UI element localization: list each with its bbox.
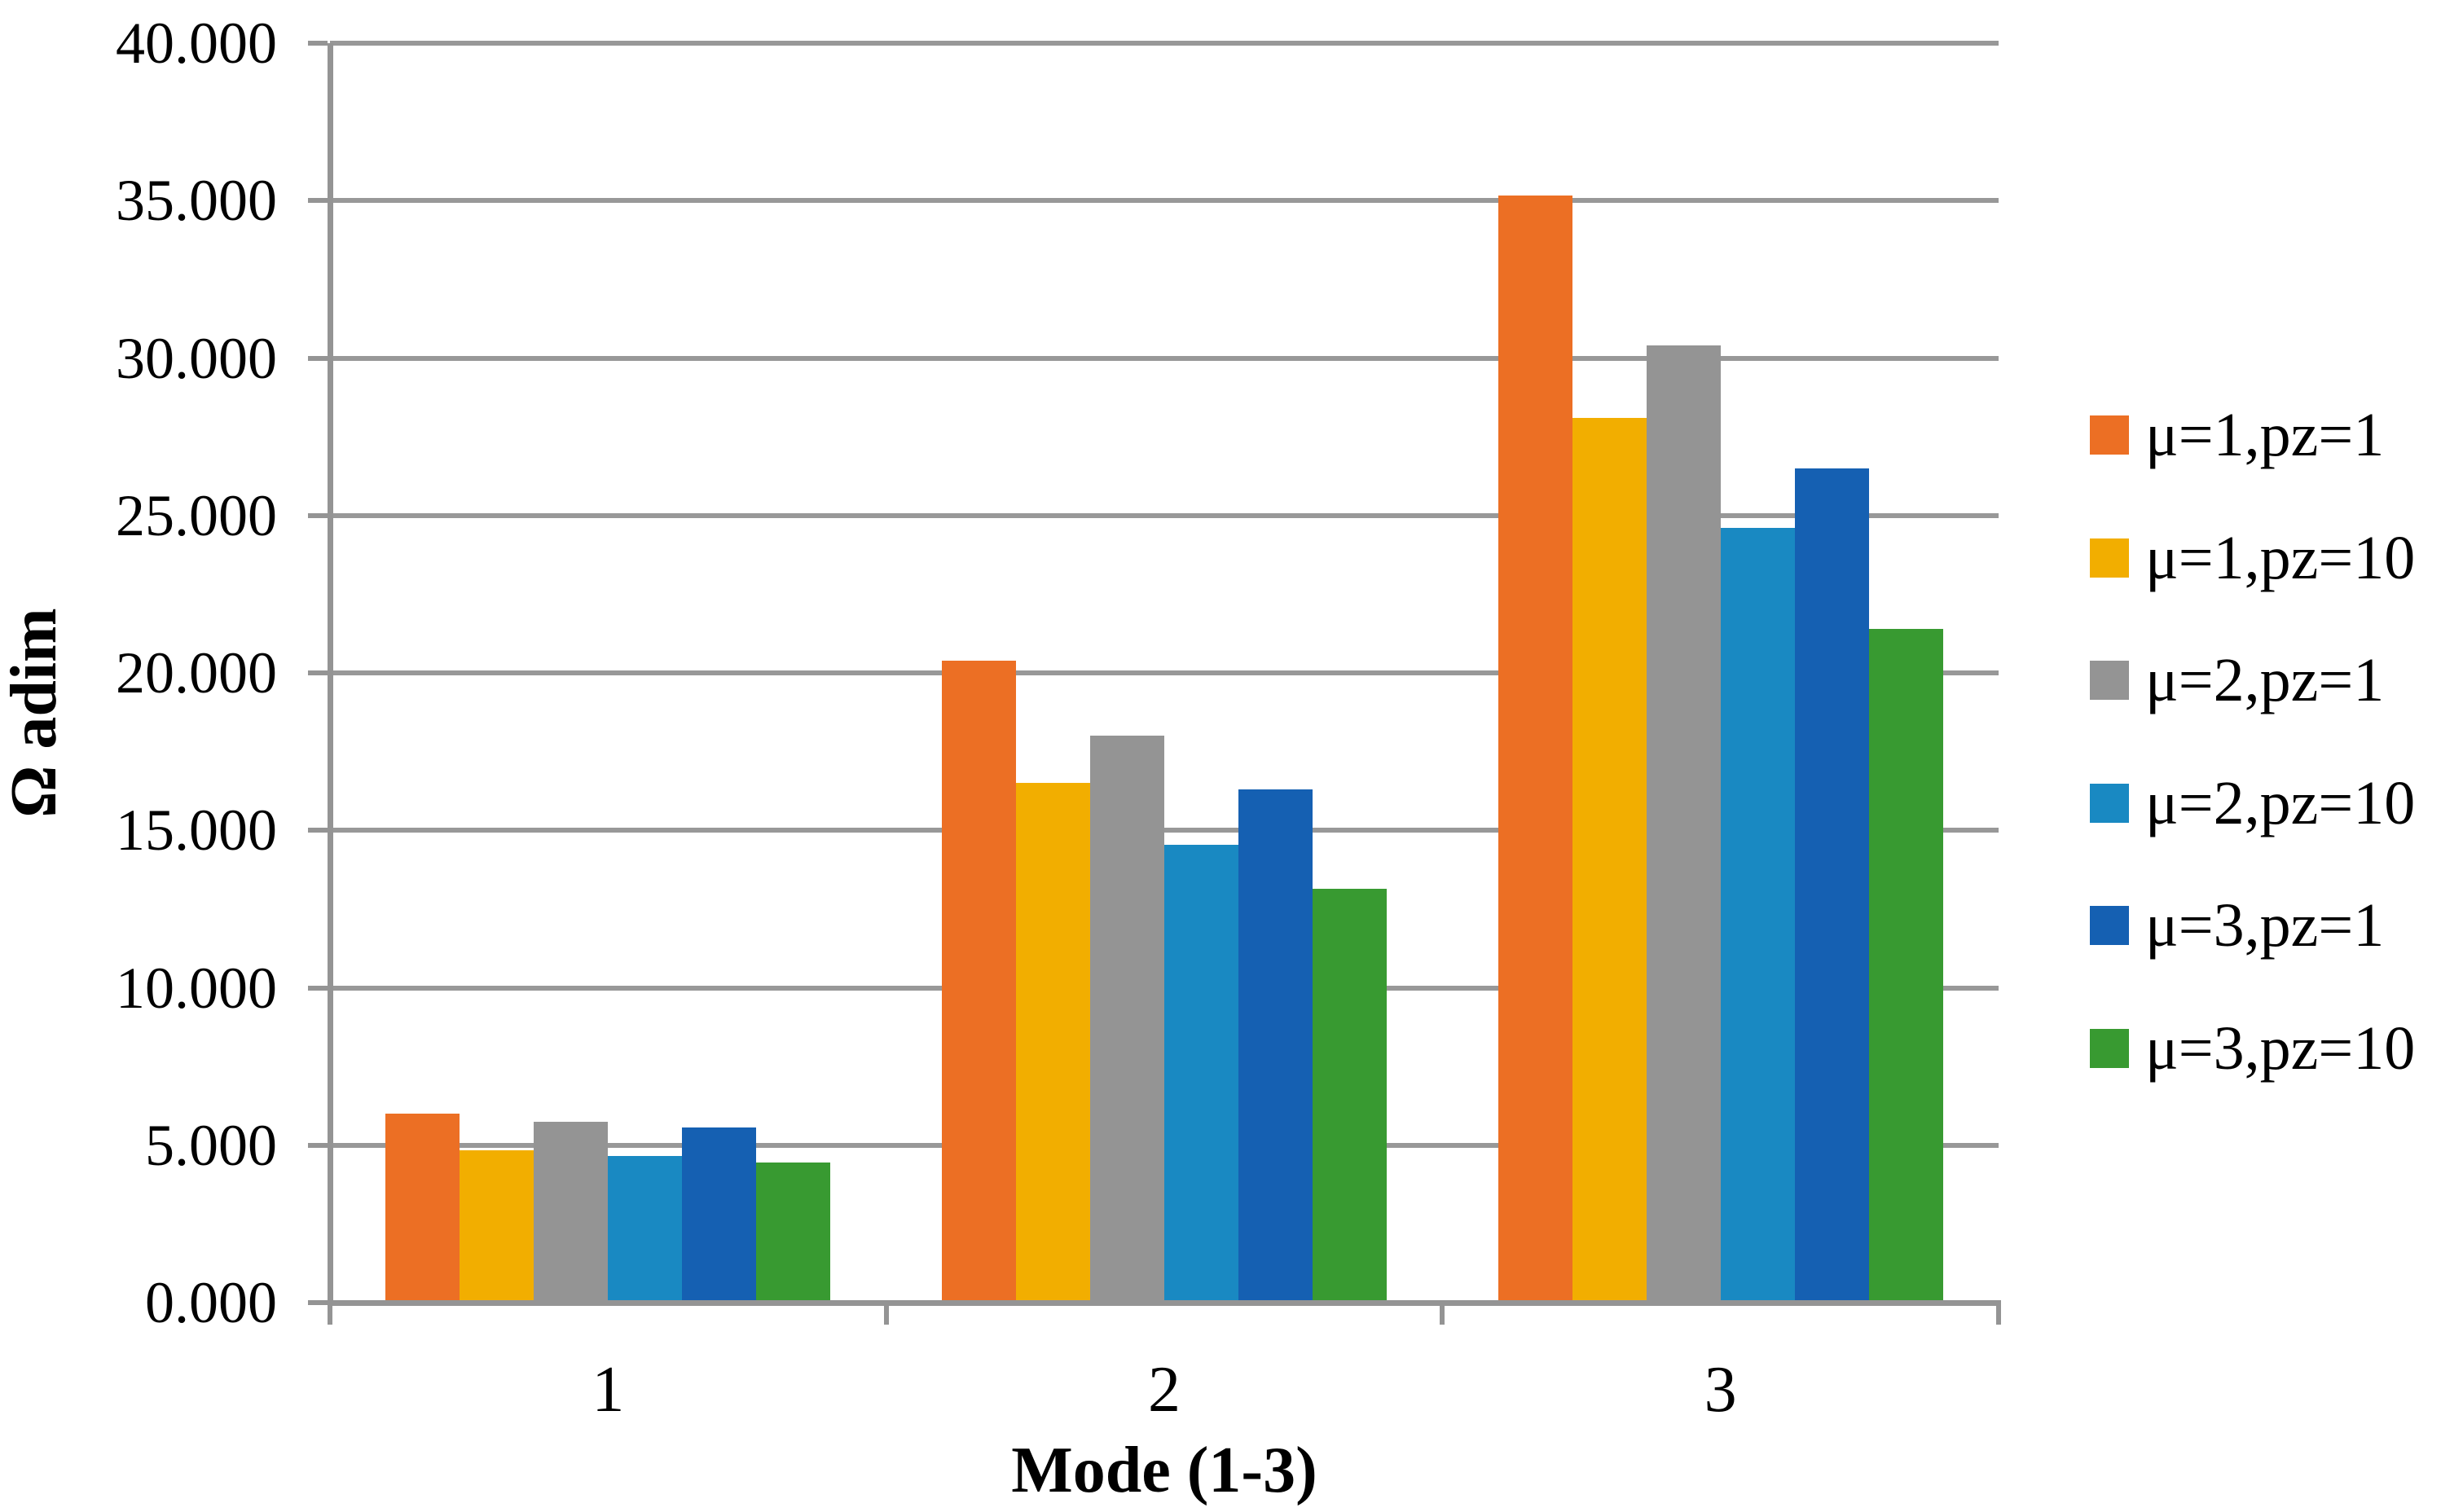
legend-swatch-icon — [2090, 906, 2129, 946]
bar-μ=2,pz=1-mode-3 — [1646, 345, 1721, 1303]
x-tick-mark — [883, 1300, 889, 1325]
category-label: 1 — [592, 1354, 625, 1426]
y-tick-label: 5.000 — [145, 1112, 277, 1178]
gridline — [330, 512, 1999, 518]
y-tick-mark — [308, 1142, 328, 1148]
y-tick-mark — [308, 985, 328, 991]
legend-swatch-icon — [2090, 783, 2129, 823]
y-tick-label: 35.000 — [116, 168, 277, 234]
legend-label: μ=1,pz=10 — [2145, 523, 2416, 592]
gridline — [330, 355, 1999, 361]
legend-label: μ=2,pz=10 — [2145, 768, 2416, 837]
y-tick-label: 0.000 — [145, 1270, 277, 1335]
x-tick-mark — [1996, 1300, 2001, 1325]
legend-label: μ=3,pz=10 — [2145, 1013, 2416, 1083]
x-axis-title: Mode (1-3) — [1011, 1435, 1317, 1506]
bar-μ=3,pz=1-mode-2 — [1238, 789, 1313, 1303]
bar-μ=1,pz=10-mode-3 — [1572, 417, 1647, 1303]
legend-label: μ=3,pz=1 — [2145, 891, 2385, 960]
y-tick-label: 20.000 — [116, 640, 277, 705]
bar-μ=1,pz=1-mode-3 — [1498, 196, 1572, 1303]
legend-swatch-icon — [2090, 538, 2129, 578]
legend-item: μ=2,pz=10 — [2090, 742, 2415, 865]
bar-μ=1,pz=1-mode-1 — [385, 1114, 460, 1303]
legend: μ=1,pz=1 μ=1,pz=10 μ=2,pz=1 μ=2,pz=10 μ=3,pz… — [2090, 374, 2415, 1110]
y-tick-label: 25.000 — [116, 482, 277, 548]
bar-μ=3,pz=10-mode-2 — [1313, 888, 1387, 1303]
category-label: 3 — [1704, 1354, 1737, 1426]
y-tick-mark — [308, 828, 328, 833]
y-tick-mark — [308, 670, 328, 675]
y-tick-mark — [308, 198, 328, 204]
legend-swatch-icon — [2090, 415, 2129, 455]
y-tick-label: 30.000 — [116, 325, 277, 391]
x-tick-mark — [1440, 1300, 1445, 1325]
bar-μ=1,pz=10-mode-1 — [460, 1149, 534, 1303]
legend-item: μ=1,pz=1 — [2090, 374, 2415, 497]
bar-μ=2,pz=10-mode-3 — [1720, 528, 1795, 1303]
category-label: 2 — [1148, 1354, 1181, 1426]
bar-μ=2,pz=1-mode-2 — [1090, 736, 1164, 1303]
legend-item: μ=3,pz=1 — [2090, 864, 2415, 987]
bar-μ=2,pz=1-mode-1 — [534, 1121, 609, 1303]
y-tick-mark — [308, 512, 328, 518]
gridline — [330, 198, 1999, 204]
y-tick-label: 15.000 — [116, 798, 277, 864]
bar-μ=2,pz=10-mode-2 — [1164, 844, 1238, 1303]
x-axis-line — [330, 1300, 1999, 1306]
legend-label: μ=2,pz=1 — [2145, 646, 2385, 715]
bar-μ=3,pz=10-mode-1 — [756, 1163, 831, 1303]
legend-item: μ=2,pz=1 — [2090, 619, 2415, 742]
bar-μ=3,pz=10-mode-3 — [1868, 628, 1943, 1303]
bar-μ=3,pz=1-mode-3 — [1794, 468, 1869, 1303]
gridline — [330, 828, 1999, 833]
legend-label: μ=1,pz=1 — [2145, 401, 2385, 470]
legend-item: μ=3,pz=10 — [2090, 987, 2415, 1110]
legend-swatch-icon — [2090, 661, 2129, 701]
bar-μ=2,pz=10-mode-1 — [608, 1156, 683, 1303]
x-tick-mark — [328, 1300, 332, 1325]
legend-item: μ=1,pz=10 — [2090, 497, 2415, 620]
gridline — [330, 670, 1999, 675]
y-tick-label: 40.000 — [116, 11, 277, 76]
y-axis-line — [328, 43, 333, 1306]
y-tick-mark — [308, 41, 328, 46]
y-tick-mark — [308, 355, 328, 361]
y-tick-label: 10.000 — [116, 955, 277, 1021]
legend-swatch-icon — [2090, 1028, 2129, 1068]
bar-μ=1,pz=10-mode-2 — [1016, 783, 1090, 1303]
bar-μ=3,pz=1-mode-1 — [682, 1127, 757, 1303]
y-tick-mark — [308, 1300, 328, 1305]
bar-μ=1,pz=1-mode-2 — [942, 660, 1016, 1303]
gridline — [330, 41, 1999, 46]
